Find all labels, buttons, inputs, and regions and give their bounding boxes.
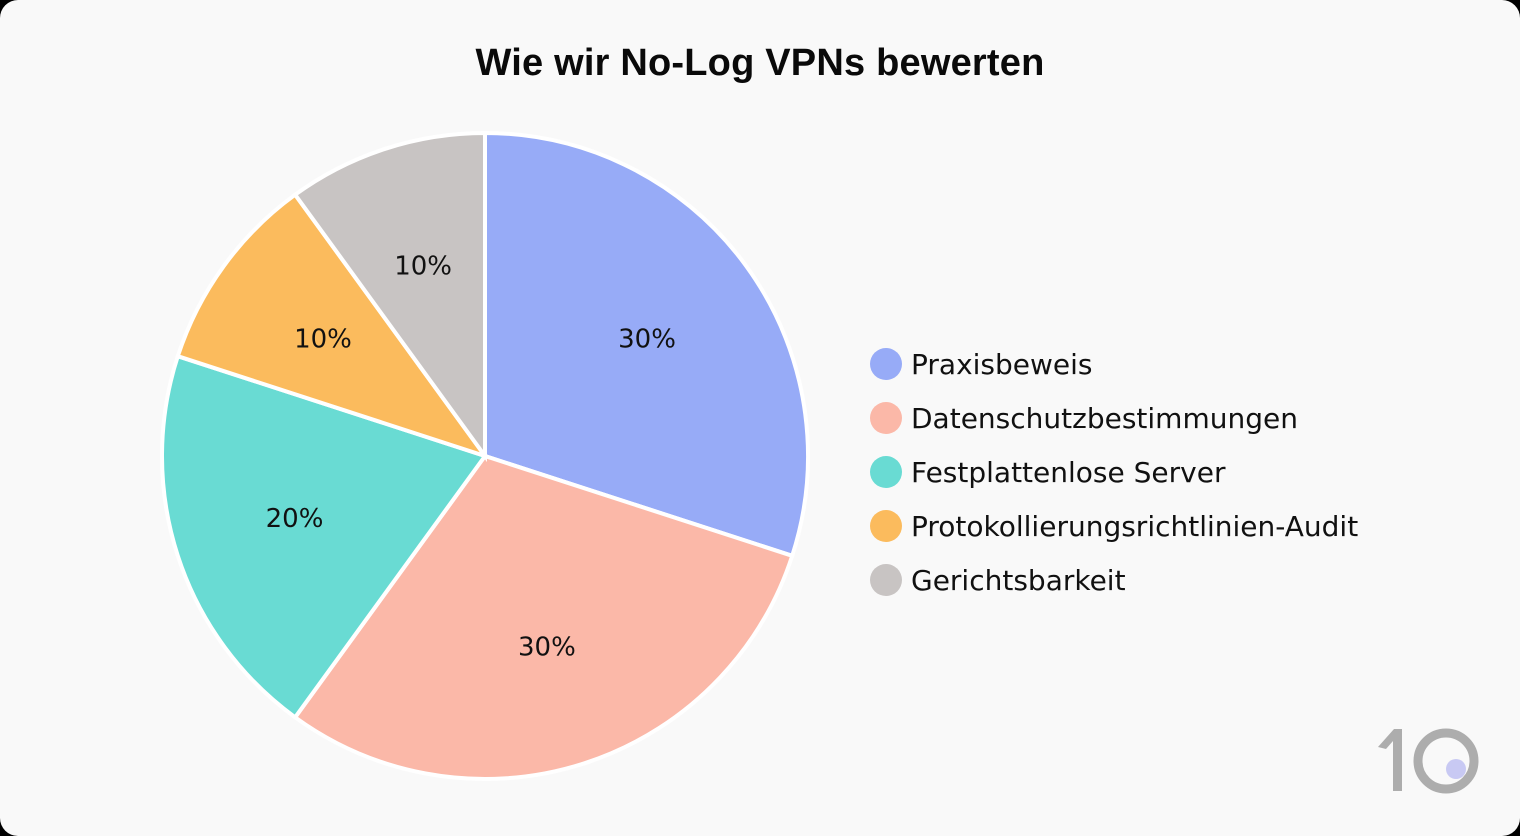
logo-10-icon — [1378, 728, 1479, 794]
legend-item: Gerichtsbarkeit — [870, 553, 1358, 607]
legend-label: Protokollierungsrichtlinien-Audit — [911, 509, 1359, 543]
pie-slice — [483, 130, 810, 559]
slice-label: 10% — [294, 324, 352, 354]
legend-swatch-icon — [870, 456, 902, 488]
pie-slice — [160, 353, 489, 721]
legend-swatch-icon — [870, 510, 902, 542]
legend-label: Praxisbeweis — [911, 347, 1093, 381]
legend-item: Festplattenlose Server — [870, 445, 1358, 499]
legend-swatch-icon — [870, 348, 902, 380]
slice-label: 10% — [394, 252, 452, 282]
legend-item: Protokollierungsrichtlinien-Audit — [870, 499, 1358, 553]
pie-slice — [175, 191, 491, 460]
legend: Praxisbeweis Datenschutzbestimmungen Fes… — [870, 337, 1358, 607]
slice-label: 30% — [618, 324, 676, 354]
legend-label: Festplattenlose Server — [911, 455, 1226, 489]
pie-slice — [292, 453, 795, 781]
legend-item: Datenschutzbestimmungen — [870, 391, 1358, 445]
chart-title: Wie wir No-Log VPNs bewerten — [475, 42, 1045, 84]
legend-label: Gerichtsbarkeit — [911, 563, 1126, 597]
legend-label: Datenschutzbestimmungen — [911, 401, 1298, 435]
legend-item: Praxisbeweis — [870, 337, 1358, 391]
legend-swatch-icon — [870, 564, 902, 596]
slice-label: 30% — [518, 632, 576, 662]
legend-swatch-icon — [870, 402, 902, 434]
pie-slice — [292, 130, 487, 463]
slice-label: 20% — [266, 504, 324, 534]
